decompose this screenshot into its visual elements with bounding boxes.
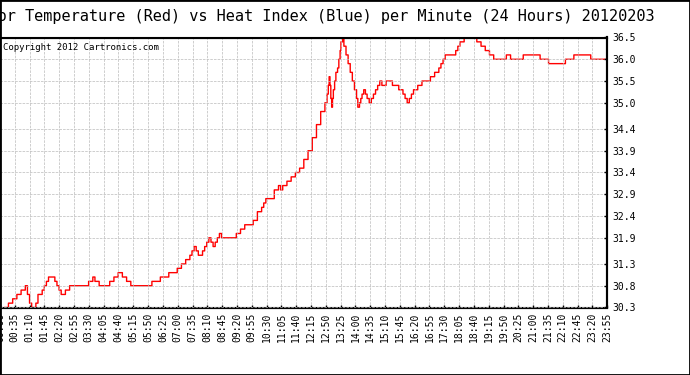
Text: Copyright 2012 Cartronics.com: Copyright 2012 Cartronics.com	[3, 43, 159, 52]
Text: Outdoor Temperature (Red) vs Heat Index (Blue) per Minute (24 Hours) 20120203: Outdoor Temperature (Red) vs Heat Index …	[0, 9, 655, 24]
